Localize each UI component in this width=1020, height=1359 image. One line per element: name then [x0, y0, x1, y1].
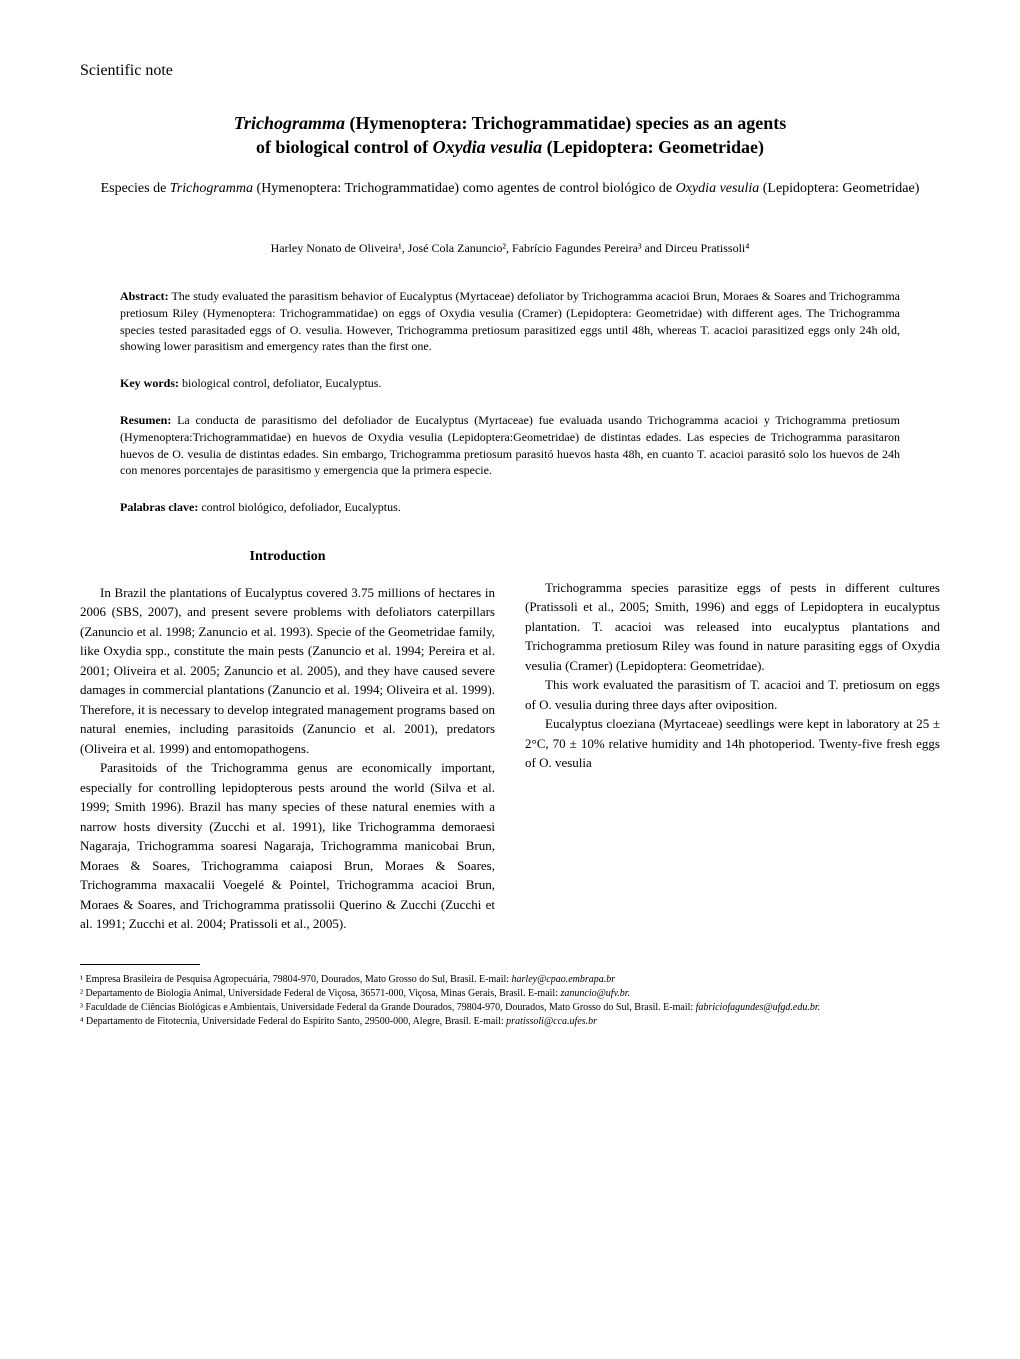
left-column: Introduction In Brazil the plantations o… — [80, 546, 495, 934]
resumen-label: Resumen: — [120, 413, 171, 427]
intro-paragraph-5: Eucalyptus cloeziana (Myrtaceae) seedlin… — [525, 714, 940, 773]
title-text-2-post: (Lepidoptera: Geometridae) — [542, 137, 764, 157]
affiliation-2: ² Departamento de Biologia Animal, Unive… — [80, 987, 940, 1001]
subtitle: Especies de Trichogramma (Hymenoptera: T… — [80, 179, 940, 199]
affiliation-4-email: pratissoli@cca.ufes.br — [506, 1016, 597, 1027]
subtitle-pre: Especies de — [101, 181, 170, 196]
affiliations: ¹ Empresa Brasileira de Pesquisa Agropec… — [80, 973, 940, 1029]
body-columns: Introduction In Brazil the plantations o… — [80, 546, 940, 934]
abstract: Abstract: The study evaluated the parasi… — [120, 288, 900, 355]
spacer — [525, 546, 940, 578]
title-text-2-pre: of biological control of — [256, 137, 433, 157]
subtitle-post: (Lepidoptera: Geometridae) — [759, 181, 919, 196]
palabras-label: Palabras clave: — [120, 500, 198, 514]
palabras-clave: Palabras clave: control biológico, defol… — [120, 499, 900, 516]
affiliation-3-text: ³ Faculdade de Ciências Biológicas e Amb… — [80, 1002, 696, 1013]
keywords-label: Key words: — [120, 376, 179, 390]
abstract-label: Abstract: — [120, 289, 169, 303]
affiliation-4: ⁴ Departamento de Fitotecnia, Universida… — [80, 1015, 940, 1029]
affiliation-2-text: ² Departamento de Biologia Animal, Unive… — [80, 988, 560, 999]
title-italic-1: Trichogramma — [234, 113, 345, 133]
intro-paragraph-2: Parasitoids of the Trichogramma genus ar… — [80, 758, 495, 934]
abstract-text: The study evaluated the parasitism behav… — [120, 289, 900, 353]
resumen: Resumen: La conducta de parasitismo del … — [120, 412, 900, 479]
title-text-1: (Hymenoptera: Trichogrammatidae) species… — [345, 113, 786, 133]
affiliation-4-text: ⁴ Departamento de Fitotecnia, Universida… — [80, 1016, 506, 1027]
intro-heading: Introduction — [80, 546, 495, 567]
keywords-text: biological control, defoliator, Eucalypt… — [179, 376, 381, 390]
affiliation-1-email: harley@cpao.embrapa.br — [512, 974, 616, 985]
affiliation-3-email: fabriciofagundes@ufgd.edu.br. — [696, 1002, 820, 1013]
subtitle-italic-2: Oxydia vesulia — [676, 181, 760, 196]
keywords: Key words: biological control, defoliato… — [120, 375, 900, 392]
intro-paragraph-1: In Brazil the plantations of Eucalyptus … — [80, 583, 495, 759]
affiliation-1-text: ¹ Empresa Brasileira de Pesquisa Agropec… — [80, 974, 512, 985]
authors: Harley Nonato de Oliveira¹, José Cola Za… — [80, 239, 940, 258]
affiliation-1: ¹ Empresa Brasileira de Pesquisa Agropec… — [80, 973, 940, 987]
palabras-text: control biológico, defoliador, Eucalyptu… — [198, 500, 400, 514]
intro-paragraph-4: This work evaluated the parasitism of T.… — [525, 675, 940, 714]
resumen-text: La conducta de parasitismo del defoliado… — [120, 413, 900, 477]
title-italic-2: Oxydia vesulia — [433, 137, 543, 157]
affiliation-2-email: zanuncio@ufv.br. — [560, 988, 630, 999]
affiliation-3: ³ Faculdade de Ciências Biológicas e Amb… — [80, 1001, 940, 1015]
note-label: Scientific note — [80, 60, 940, 82]
right-column: Trichogramma species parasitize eggs of … — [525, 546, 940, 934]
subtitle-mid: (Hymenoptera: Trichogrammatidae) como ag… — [253, 181, 676, 196]
subtitle-italic-1: Trichogramma — [170, 181, 253, 196]
footnote-divider — [80, 964, 200, 965]
main-title: Trichogramma (Hymenoptera: Trichogrammat… — [80, 112, 940, 159]
intro-paragraph-3: Trichogramma species parasitize eggs of … — [525, 578, 940, 676]
